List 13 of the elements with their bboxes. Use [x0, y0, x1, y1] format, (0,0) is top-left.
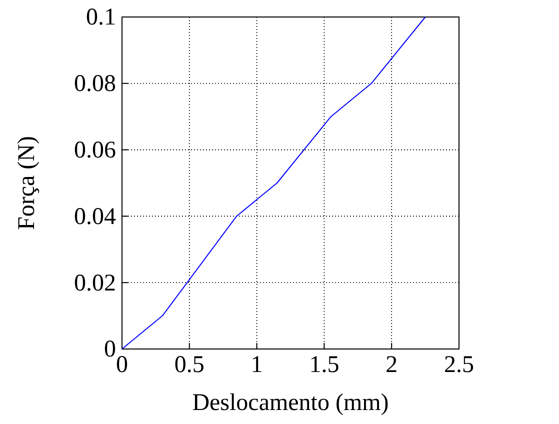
- x-axis-title: Deslocamento (mm): [192, 390, 389, 416]
- x-tick-label: 1.5: [309, 352, 340, 378]
- line-series: [122, 16, 426, 350]
- y-tick-label: 0.08: [74, 71, 116, 98]
- y-tick-label: 0.02: [74, 270, 116, 296]
- y-tick-label: 0.06: [74, 137, 116, 164]
- y-tick-label: 0.1: [86, 4, 116, 31]
- x-tick-label: 2.5: [444, 352, 474, 378]
- y-axis-title: Força (N): [14, 136, 40, 230]
- x-tick-label: 2: [386, 352, 398, 378]
- y-tick-label: 0.04: [74, 204, 116, 230]
- x-tick-label: 1: [250, 352, 263, 378]
- x-tick-label: 0.5: [174, 352, 204, 378]
